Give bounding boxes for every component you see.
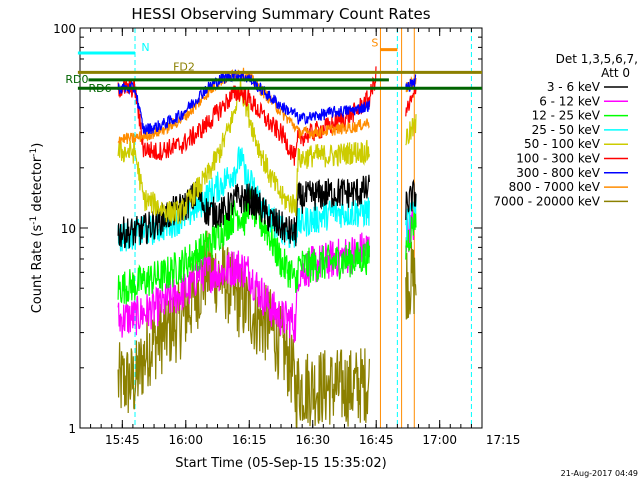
flag-label: RD0 [65,73,88,86]
legend-entry-label: 800 - 7000 keV [509,180,601,194]
legend-entry-label: 25 - 50 keV [532,123,601,137]
legend-entry-label: 6 - 12 keV [539,94,601,108]
legend-entry-label: 12 - 25 keV [532,109,601,123]
legend-header-attenuator: Att 0 [601,66,630,80]
legend-entry-label: 50 - 100 keV [524,137,601,151]
legend-entry-label: 3 - 6 keV [547,80,601,94]
x-tick-label: 16:00 [168,433,203,447]
series-line [405,87,417,117]
series-line [117,184,370,305]
footer-date: 21-Aug-2017 04:49 [561,469,638,478]
legend-entry-label: 100 - 300 keV [516,152,600,166]
x-axis-label: Start Time (05-Sep-15 15:35:02) [175,456,386,471]
y-tick-label: 1 [68,422,76,436]
series-line [405,179,417,221]
legend-entry-label: 300 - 800 keV [516,166,600,180]
series-line [117,174,370,249]
flag-label: FD2 [173,60,195,73]
legend-header-detectors: Det 1,3,5,6,7, [556,52,638,66]
x-tick-label: 15:45 [105,433,140,447]
x-tick-label: 17:00 [422,433,457,447]
y-tick-label: 100 [53,22,76,36]
x-tick-label: 16:30 [295,433,330,447]
y-tick-label: 10 [61,222,76,236]
chart-title: HESSI Observing Summary Count Rates [131,5,430,23]
series-line [117,66,377,166]
flag-label: N [141,41,149,54]
series-line [405,241,417,320]
plot-area [117,28,472,428]
x-tick-label: 16:15 [232,433,267,447]
x-tick-label: 16:45 [359,433,394,447]
series-line [405,114,417,146]
legend-entry-label: 7000 - 20000 keV [493,194,600,208]
series-line [117,232,370,343]
series-line [405,206,417,260]
flag-label: S [371,37,378,50]
y-axis-label: Count Rate (s-1 detector-1) [29,143,45,314]
series-line [405,194,417,241]
x-tick-label: 17:15 [486,433,521,447]
series-line [117,230,370,428]
flag-label: RD6 [88,82,111,95]
